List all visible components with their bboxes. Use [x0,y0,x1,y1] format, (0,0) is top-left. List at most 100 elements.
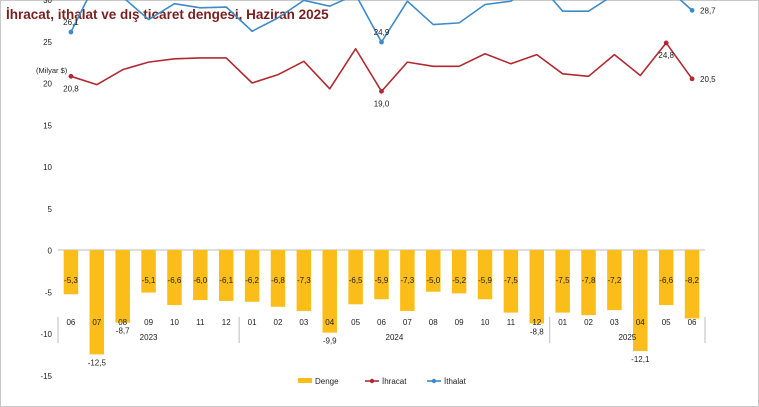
denge-bar [400,250,415,311]
denge-bar [348,250,363,305]
legend-ithalat-marker [431,378,437,384]
denge-bar-label: -7,5 [504,276,518,285]
legend-label: İthalat [444,377,467,386]
year-label: 2024 [386,333,404,342]
x-tick-label: 04 [325,318,334,327]
denge-bar [374,250,389,300]
legend-denge-swatch [298,378,312,383]
ithalat-point-marker [379,39,384,45]
legend-ihracat-marker [369,378,375,384]
denge-bar [115,250,130,323]
denge-bar-label: -12,5 [88,358,107,367]
x-tick-label: 01 [558,318,567,327]
denge-bar [658,250,674,306]
denge-bar-label: -12,1 [631,355,650,364]
denge-bar [477,250,493,300]
x-tick-label: 03 [610,318,619,327]
denge-bar-label: -6,6 [168,276,182,285]
x-tick-label: 05 [662,318,671,327]
denge-bar [167,250,182,306]
year-label: 2023 [140,333,158,342]
denge-bar-label: -5,3 [64,276,78,285]
denge-bar [581,250,596,316]
ithalat-data-label: 24,9 [374,28,390,37]
denge-bar [218,250,234,301]
denge-bar-label: -5,0 [426,276,440,285]
x-tick-label: 01 [248,318,257,327]
denge-bar-label: -5,9 [478,276,492,285]
denge-bar [684,250,700,319]
denge-bar [503,250,519,313]
denge-bar-label: -7,5 [556,276,570,285]
denge-bar-label: -6,1 [219,276,233,285]
x-tick-label: 10 [481,318,490,327]
x-tick-label: 05 [351,318,360,327]
chart-title: İhracat, ithalat ve dış ticaret dengesi,… [6,7,329,22]
y-tick-label: 0 [48,247,53,256]
ihracat-data-label: 20,8 [63,84,79,93]
legend-label: İhracat [382,377,407,386]
denge-bar-label: -5,2 [452,276,466,285]
denge-bar [296,250,312,311]
denge-bar-label: -7,8 [582,276,596,285]
ihracat-line [70,42,693,93]
ihracat-data-label: 19,0 [374,99,390,108]
denge-bar-label: -5,9 [375,276,389,285]
x-tick-label: 07 [92,318,101,327]
denge-bar [141,250,156,293]
x-tick-label: 06 [66,318,75,327]
denge-bar-label: -5,1 [142,276,156,285]
ihracat-point-marker [379,88,384,94]
y-tick-label: -10 [40,330,52,339]
denge-bar [322,250,337,333]
x-tick-label: 11 [507,318,516,327]
denge-bar [193,250,208,301]
x-tick-label: 12 [222,318,231,327]
y-tick-label: 5 [48,205,53,214]
denge-bar [244,250,260,302]
x-tick-label: 11 [196,318,205,327]
x-tick-label: 08 [429,318,438,327]
denge-bar [529,250,545,324]
year-label: 2025 [618,333,636,342]
denge-bar-label: -9,9 [323,337,337,346]
y-axis-unit-label: (Milyar $) [36,66,68,75]
ithalat-point-marker [689,7,695,13]
x-tick-label: 07 [403,318,412,327]
denge-bar [270,250,286,307]
y-tick-label: 10 [43,163,52,172]
y-tick-label: 30 [43,0,52,5]
y-tick-label: 20 [43,80,52,89]
y-tick-label: 25 [43,38,52,47]
denge-bar-label: -6,8 [271,276,285,285]
x-tick-label: 08 [118,318,127,327]
denge-bar [633,250,648,352]
ithalat-data-label: 28,7 [700,6,716,15]
denge-bar-label: -7,3 [297,276,311,285]
denge-bar-label: -7,3 [400,276,414,285]
denge-bar [426,250,441,292]
denge-bar [451,250,467,294]
ihracat-point-marker [663,40,669,46]
ihracat-data-label: 24,8 [658,51,674,60]
ithalat-data-label: 26,1 [63,18,79,27]
denge-bar [607,250,622,311]
legend-label: Denge [315,377,339,386]
y-tick-label: -5 [45,288,53,297]
x-tick-label: 06 [377,318,386,327]
x-tick-label: 03 [299,318,308,327]
ihracat-point-marker [689,76,695,82]
denge-bar-label: -6,2 [245,276,259,285]
denge-bar-label: -8,2 [685,276,699,285]
x-tick-label: 02 [274,318,283,327]
x-tick-label: 06 [688,318,697,327]
ihracat-data-label: 20,5 [700,75,716,84]
x-tick-label: 09 [144,318,153,327]
ithalat-point-marker [68,29,74,35]
ihracat-point-marker [68,73,74,79]
denge-bar-label: -6,0 [193,276,207,285]
y-tick-label: -15 [40,372,52,381]
denge-bar-label: -6,6 [659,276,673,285]
denge-bar-label: -7,2 [608,276,622,285]
